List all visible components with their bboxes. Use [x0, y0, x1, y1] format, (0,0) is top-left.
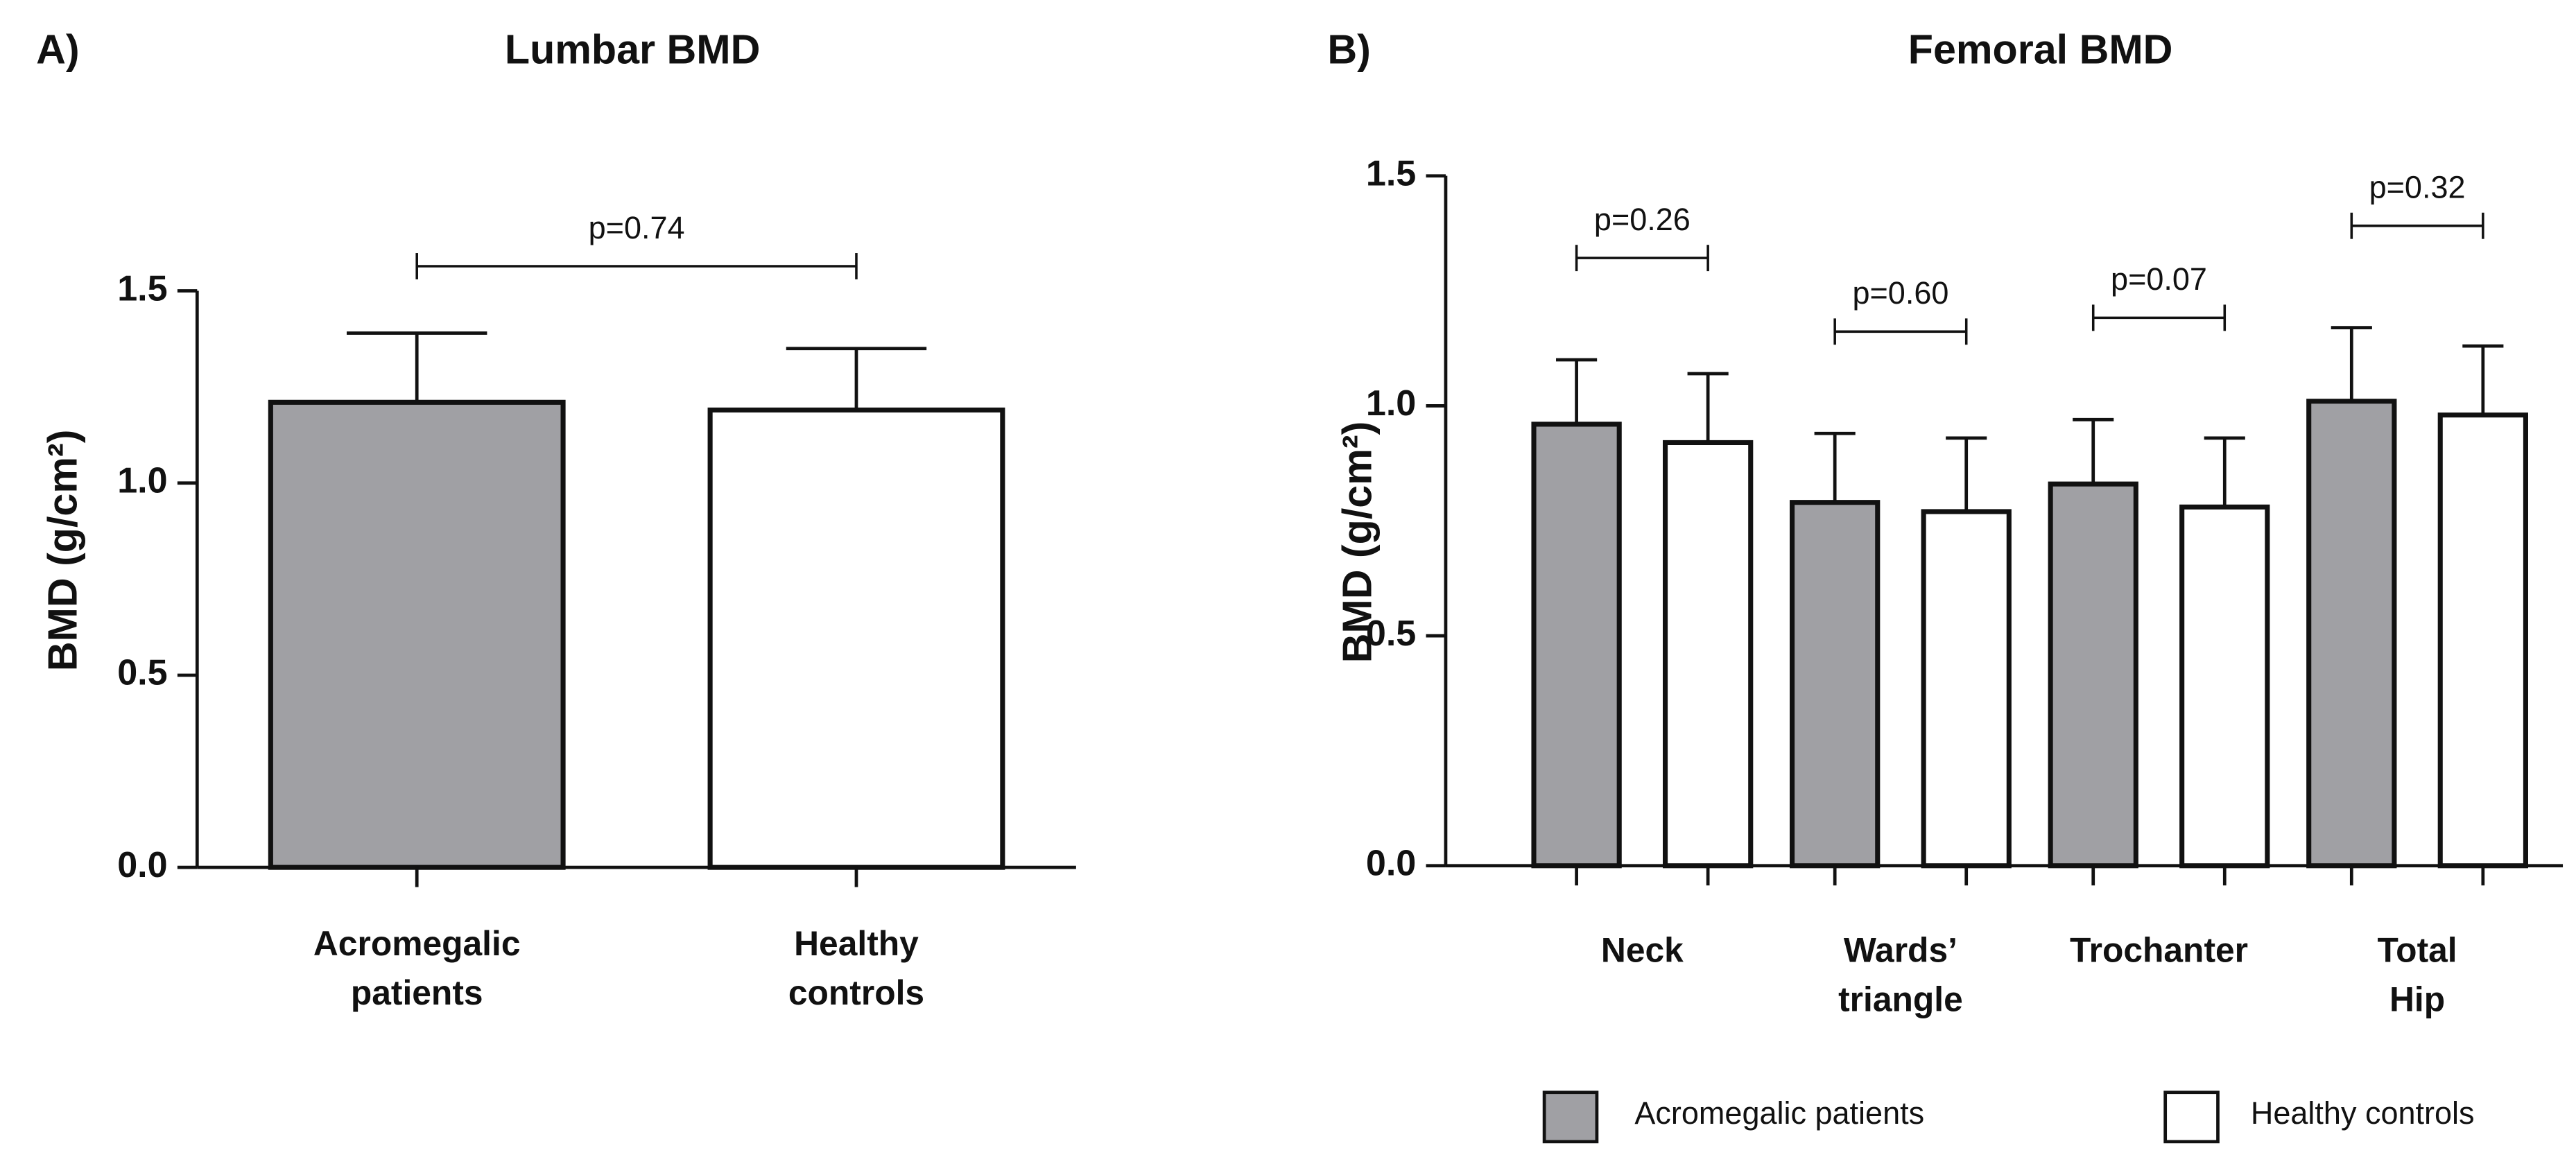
x-tick-label: Trochanter — [2070, 930, 2248, 969]
panel-label: B) — [1327, 26, 1371, 73]
x-tick-label: patients — [351, 973, 483, 1012]
bar — [1921, 509, 2012, 869]
y-axis-label: BMD (g/cm²) — [39, 430, 85, 672]
bar — [268, 399, 566, 870]
x-tick-label: Wards’ — [1844, 930, 1957, 969]
p-value: p=0.60 — [1852, 275, 1948, 311]
bar — [1790, 500, 1881, 869]
y-tick-label: 0.5 — [1366, 614, 1416, 654]
legend-swatch — [2163, 1091, 2220, 1144]
y-tick-label: 1.5 — [1366, 153, 1416, 193]
y-tick-label: 1.5 — [117, 268, 167, 309]
bar — [2437, 412, 2528, 869]
chart-title: Lumbar BMD — [505, 26, 760, 73]
bar — [707, 407, 1005, 870]
x-tick-label: Healthy — [794, 924, 919, 963]
bar — [2048, 481, 2138, 869]
bar — [1531, 422, 1622, 869]
bar — [1662, 440, 1754, 869]
y-tick-label: 0.0 — [1366, 844, 1416, 884]
x-tick-label: controls — [788, 973, 924, 1012]
bar — [2179, 504, 2270, 869]
y-axis-label: BMD (g/cm²) — [1333, 422, 1380, 663]
chart-title: Femoral BMD — [1908, 26, 2173, 73]
y-tick-label: 1.0 — [117, 461, 167, 501]
x-tick-label: triangle — [1838, 980, 1963, 1019]
x-tick-label: Total — [2377, 930, 2457, 969]
x-tick-label: Hip — [2389, 980, 2445, 1019]
legend-label: Acromegalic patients — [1634, 1095, 1924, 1131]
legend-label: Healthy controls — [2251, 1095, 2475, 1131]
x-tick-label: Acromegalic — [313, 924, 521, 963]
p-value: p=0.32 — [2369, 169, 2466, 205]
p-value: p=0.26 — [1594, 202, 1691, 237]
x-tick-label: Neck — [1601, 930, 1684, 969]
p-value: p=0.07 — [2111, 261, 2207, 297]
panel-label: A) — [36, 26, 79, 73]
legend-swatch — [1542, 1091, 1599, 1144]
y-tick-label: 0.0 — [117, 845, 167, 885]
bar — [2306, 399, 2397, 869]
y-tick-label: 1.0 — [1366, 383, 1416, 424]
p-value: p=0.74 — [589, 210, 685, 245]
y-tick-label: 0.5 — [117, 653, 167, 693]
